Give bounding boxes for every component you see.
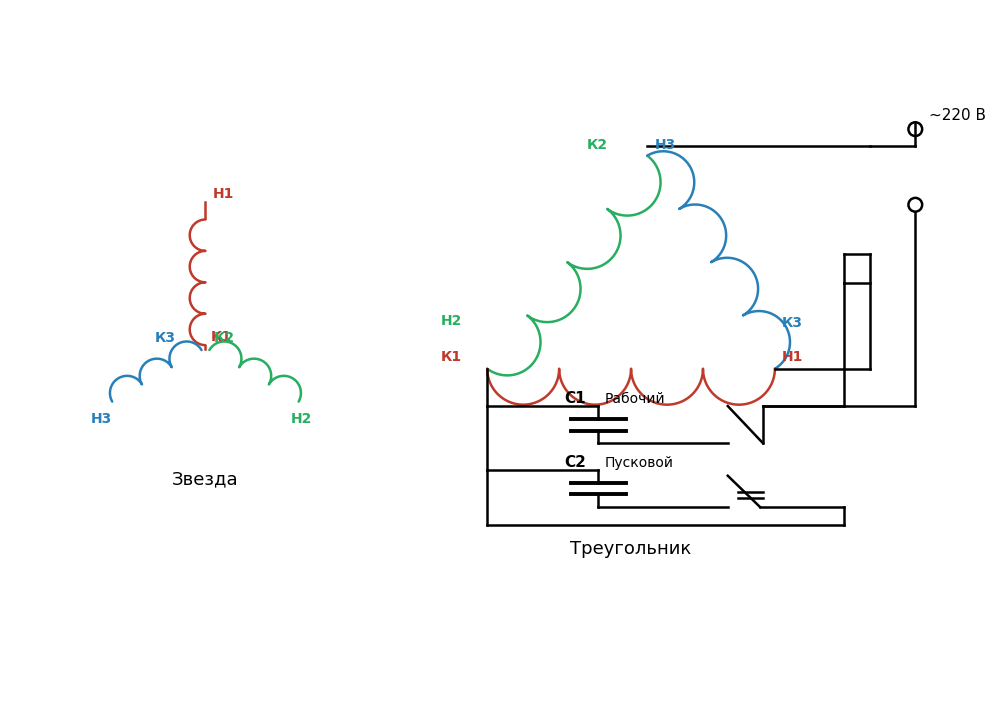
Text: Звезда: Звезда xyxy=(172,471,239,489)
Text: К1: К1 xyxy=(441,350,462,364)
Text: С2: С2 xyxy=(564,455,586,470)
Text: К2: К2 xyxy=(213,331,234,345)
Text: Н2: Н2 xyxy=(291,412,312,426)
Text: К3: К3 xyxy=(782,317,803,330)
Text: С1: С1 xyxy=(564,391,585,406)
Text: Н3: Н3 xyxy=(655,138,676,152)
Text: Пусковой: Пусковой xyxy=(605,456,674,470)
Text: К2: К2 xyxy=(586,138,608,152)
Text: ~220 В: ~220 В xyxy=(929,108,986,123)
Text: Н1: Н1 xyxy=(212,187,234,201)
Text: Н3: Н3 xyxy=(91,412,112,426)
Text: Рабочий: Рабочий xyxy=(605,392,666,406)
Text: Н1: Н1 xyxy=(782,350,803,364)
Text: Треугольник: Треугольник xyxy=(570,540,692,559)
Text: К1: К1 xyxy=(210,330,231,344)
Text: Н2: Н2 xyxy=(441,313,462,327)
Text: К3: К3 xyxy=(154,331,175,345)
